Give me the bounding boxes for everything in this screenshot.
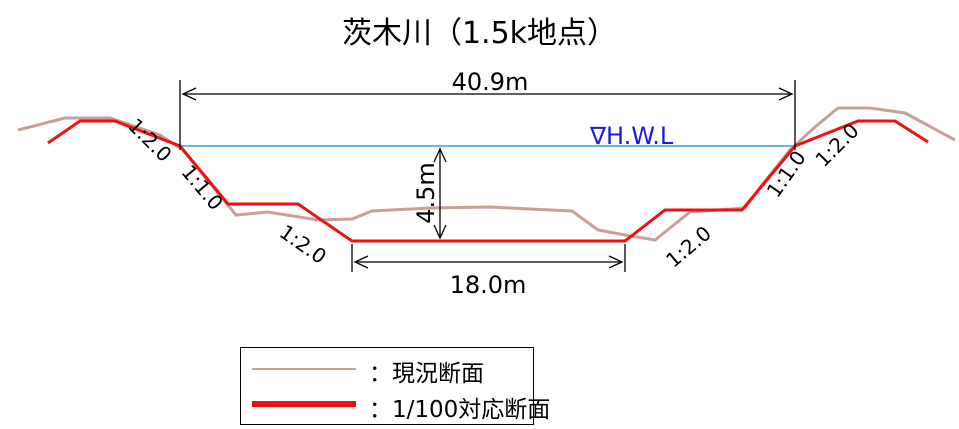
top-width-label: 40.9m: [452, 68, 529, 96]
hwl-label: ∇H.W.L: [589, 122, 674, 150]
bottom-width-dimension: 18.0m: [351, 244, 626, 299]
plan-section-line: [47, 119, 929, 243]
slope-label-right-upper: 1:2.0: [810, 118, 863, 171]
depth-label: 4.5m: [412, 162, 440, 224]
legend-plan-label: ：1/100対応断面: [369, 397, 551, 423]
legend-existing-label: ：現況断面: [369, 361, 484, 387]
diagram-title: 茨木川（1.5k地点）: [341, 16, 618, 51]
legend: ：現況断面 ：1/100対応断面: [240, 347, 550, 425]
bottom-width-label: 18.0m: [450, 271, 527, 299]
slope-label-left-mid: 1:1.0: [177, 160, 228, 215]
slope-label-left-lower: 1:2.0: [275, 220, 331, 269]
legend-plan-swatch: [252, 401, 356, 407]
existing-section-line: [17, 106, 956, 242]
legend-existing-swatch: [252, 368, 356, 370]
depth-dimension: 4.5m: [412, 147, 447, 240]
top-width-dimension: 40.9m: [179, 68, 796, 150]
